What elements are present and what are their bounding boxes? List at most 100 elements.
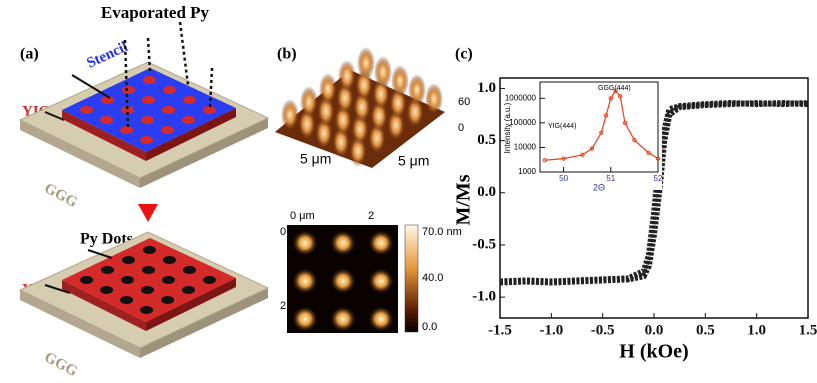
hole [162,86,176,94]
yig-side [62,110,146,161]
hole [181,286,195,294]
x-tick-label: -0.5 [591,322,615,338]
y-axis-label: M/Ms [453,174,475,225]
arrow [178,21,190,86]
hole [182,266,196,274]
hole [101,96,115,104]
hole [120,296,134,304]
x-tick-label: 50 [559,174,568,183]
arrow [208,67,214,109]
x-tick-label: 0.5 [696,322,715,338]
hole [161,276,175,284]
label: 0 μm [290,210,315,222]
afm-peak [408,74,426,106]
afm-peak [281,99,299,131]
label: 70.0 nm [422,226,462,238]
afm-peak [357,47,375,79]
arrow [138,204,158,222]
axis-label: 5 μm [300,151,331,167]
hole [162,256,176,264]
panel-label: (a) [20,46,39,63]
label: GGG [42,349,81,380]
top-layer [62,238,236,322]
hole [141,96,155,104]
hole [161,296,175,304]
panel-a: (a) Evaporated Py Stencil YIG GGG Py Dot… [18,3,270,380]
inset-background [520,80,662,190]
arrow [123,39,130,129]
hole [100,116,114,124]
label: GGG [42,180,81,211]
label: 2 [368,210,374,222]
hole [142,76,156,84]
pointer [71,74,111,99]
ggg-side [140,288,268,358]
x-tick-label: 0.0 [645,322,664,338]
afm-dot [368,306,394,332]
hole [121,256,135,264]
label: Stencil [84,39,130,72]
annotation: GGG(444) [598,85,631,92]
afm-dot [330,230,356,256]
panel-b: (b) 60 0 5 μm 5 μm 0 μm 2 0 2 70.0 nm 40… [275,46,470,333]
x-tick-label: 1.5 [799,322,817,338]
afm-peak [425,83,443,115]
ggg-side [20,290,140,358]
hole [80,106,94,114]
x-axis-label: H (kOe) [619,341,688,363]
hole [121,86,135,94]
afm-peak [374,56,392,88]
hole [202,276,216,284]
yig-side [146,278,236,331]
hole [120,126,134,134]
afm-peak [300,86,318,118]
top-layer [62,68,236,152]
hole [101,266,115,274]
z-label: 0 [458,122,464,134]
hole [100,286,114,294]
hole [142,246,156,254]
hole [161,106,175,114]
panel-label: (c) [455,46,473,63]
hole [140,136,154,144]
y-tick-label: 1.0 [477,80,496,96]
afm-dot [330,306,356,332]
pointer [44,284,71,294]
afm-peak [391,65,409,97]
axis-label: 5 μm [398,153,429,169]
x-tick-label: 52 [654,174,663,183]
afm-peak [338,60,356,92]
series-line [499,100,809,286]
x-axis-label: 2Θ [593,182,605,192]
annotation: YIG(444) [548,123,576,130]
hole [161,126,175,134]
colorbar [404,224,419,333]
y-tick-label: 100000 [509,118,536,127]
hole [182,96,196,104]
y-tick-label: 1000 [518,167,536,176]
hole [202,106,216,114]
y-axis-label: Intensity (a.u.) [503,102,512,153]
afm-peak [319,73,337,105]
afm-dot [368,268,394,294]
afm-dot [292,230,318,256]
y-tick-label: 1000000 [505,93,537,102]
label: Py Dots [80,231,133,248]
pointer [87,249,113,259]
series-line [542,88,661,163]
hole [141,116,155,124]
hole [141,266,155,274]
x-tick-label: 1.0 [747,322,766,338]
y-tick-label: 10000 [514,143,537,152]
y-tick-label: -1.0 [472,289,496,305]
z-label: 60 [458,96,470,108]
hole [181,116,195,124]
hole [80,276,94,284]
ggg-side [140,118,268,188]
y-tick-label: 0.5 [477,132,496,148]
yig-side [146,108,236,161]
yig-side [62,280,146,331]
afm-dot [292,306,318,332]
diagram [18,61,270,188]
afm-dot [330,268,356,294]
